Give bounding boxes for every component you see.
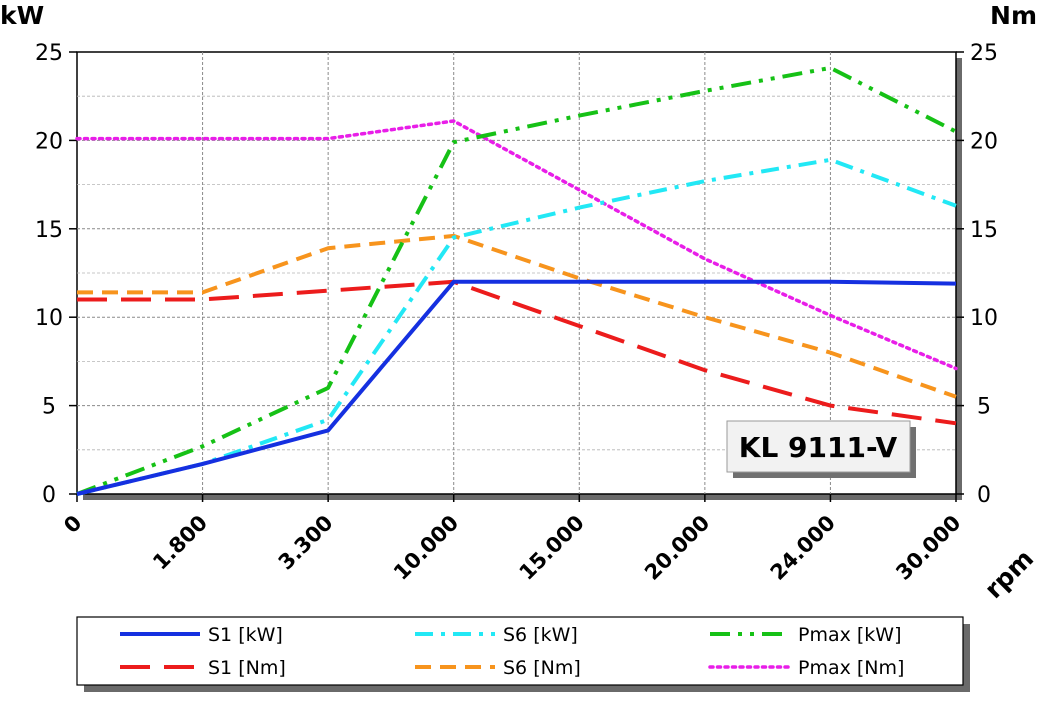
x-tick-label: 1.800 xyxy=(148,511,212,575)
y-ticks-right: 0 5 10 15 20 25 xyxy=(970,41,998,508)
legend-label: Pmax [kW] xyxy=(798,624,902,646)
y-tick-label-left: 10 xyxy=(35,306,63,331)
series-layer xyxy=(75,65,958,496)
model-label: KL 9111-V xyxy=(739,431,898,464)
legend: S1 [kW] S6 [kW] Pmax [kW] S1 [Nm] S6 [Nm] Pma… xyxy=(120,624,904,679)
x-ticks: 0 1.800 3.300 10.000 15.000 20.000 24.000 30.00… xyxy=(59,511,965,585)
y-right-unit: Nm xyxy=(990,1,1037,30)
series-line-pmax-kw xyxy=(76,65,957,496)
series-line-s6-nm xyxy=(77,233,957,399)
y-tick-label-left: 5 xyxy=(42,395,56,420)
series-line-pmax-nm xyxy=(75,119,958,371)
y-tick-label-right: 15 xyxy=(970,218,998,243)
legend-box xyxy=(76,616,964,686)
y-tick-label-right: 25 xyxy=(970,41,998,66)
x-tick-label: 15.000 xyxy=(515,511,589,585)
legend-label: S1 [kW] xyxy=(208,624,283,646)
x-tick-label: 30.000 xyxy=(891,511,965,585)
y-tick-label-left: 25 xyxy=(35,41,63,66)
grid xyxy=(69,51,964,502)
model-label-box xyxy=(726,420,911,473)
x-tick-label: 3.300 xyxy=(274,511,338,575)
series-line-s1-nm xyxy=(77,279,957,426)
series-line-s6-kw xyxy=(76,157,957,496)
x-tick-label: 20.000 xyxy=(640,511,714,585)
legend-label: Pmax [Nm] xyxy=(798,657,904,679)
y-tick-label-right: 0 xyxy=(977,483,991,508)
x-tick-label: 0 xyxy=(59,511,86,538)
y-tick-label-left: 20 xyxy=(35,129,63,154)
y-tick-label-left: 15 xyxy=(35,218,63,243)
legend-label: S6 [kW] xyxy=(503,624,578,646)
legend-label: S1 [Nm] xyxy=(208,657,286,679)
x-tick-label: 10.000 xyxy=(389,511,463,585)
legend-label: S6 [Nm] xyxy=(503,657,581,679)
y-tick-label-right: 5 xyxy=(977,395,991,420)
y-tick-label-right: 10 xyxy=(970,306,998,331)
y-left-unit: kW xyxy=(0,1,44,30)
x-tick-label: 24.000 xyxy=(766,511,840,585)
y-ticks-left: 0 5 10 15 20 25 xyxy=(35,41,63,508)
y-tick-label-left: 0 xyxy=(42,483,56,508)
x-unit: rpm xyxy=(979,544,1039,604)
y-tick-label-right: 20 xyxy=(970,129,998,154)
series-line-s1-kw xyxy=(76,279,957,496)
